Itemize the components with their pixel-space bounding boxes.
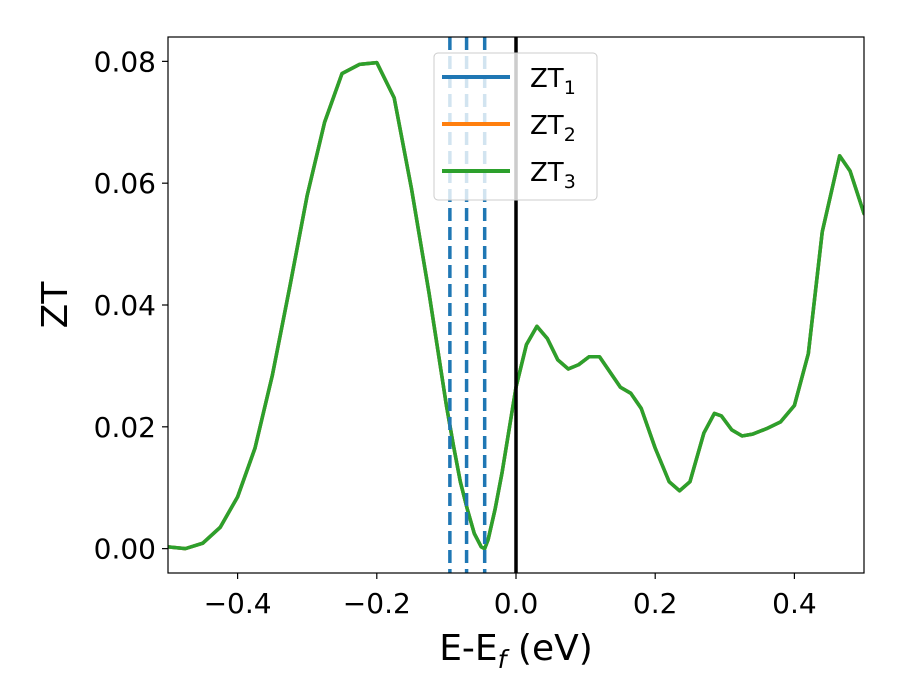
plot-area — [168, 37, 864, 573]
x-tick-label: 0.2 — [633, 587, 678, 620]
legend-label-zt1: ZT1 — [530, 64, 576, 99]
y-tick-label: 0.06 — [94, 167, 156, 200]
y-tick-label: 0.04 — [94, 289, 156, 322]
legend-label-main: ZT — [530, 111, 564, 141]
x-tick-label: −0.4 — [204, 587, 272, 620]
legend-label-subscript: 1 — [564, 77, 576, 99]
plot-clipped-group — [168, 37, 864, 573]
series-line-zt3 — [168, 60, 864, 551]
legend-box — [433, 52, 598, 201]
x-tick-label: 0.0 — [494, 587, 539, 620]
x-axis-title-suffix: (eV) — [506, 628, 592, 669]
x-axis-title-main: E-E — [439, 628, 497, 669]
y-tick-label: 0.00 — [94, 533, 156, 566]
y-tick-label: 0.08 — [94, 45, 156, 78]
y-axis-title: ZT — [35, 281, 76, 329]
legend-label-subscript: 2 — [564, 124, 576, 146]
x-tick-label: −0.2 — [343, 587, 411, 620]
legend-label-zt2: ZT2 — [530, 111, 576, 146]
legend-label-main: ZT — [530, 64, 564, 94]
x-axis-title: E-Ef (eV) — [439, 628, 593, 674]
y-tick-label: 0.02 — [94, 411, 156, 444]
x-tick-label: 0.4 — [772, 587, 817, 620]
axes: −0.4 −0.2 0.0 0.2 0.4 0.00 0.02 0.04 0.06 0.08 E-E… — [35, 36, 865, 674]
legend-label-subscript: 3 — [564, 171, 576, 193]
legend-label-main: ZT — [530, 158, 564, 188]
legend-label-zt3: ZT3 — [530, 158, 576, 193]
